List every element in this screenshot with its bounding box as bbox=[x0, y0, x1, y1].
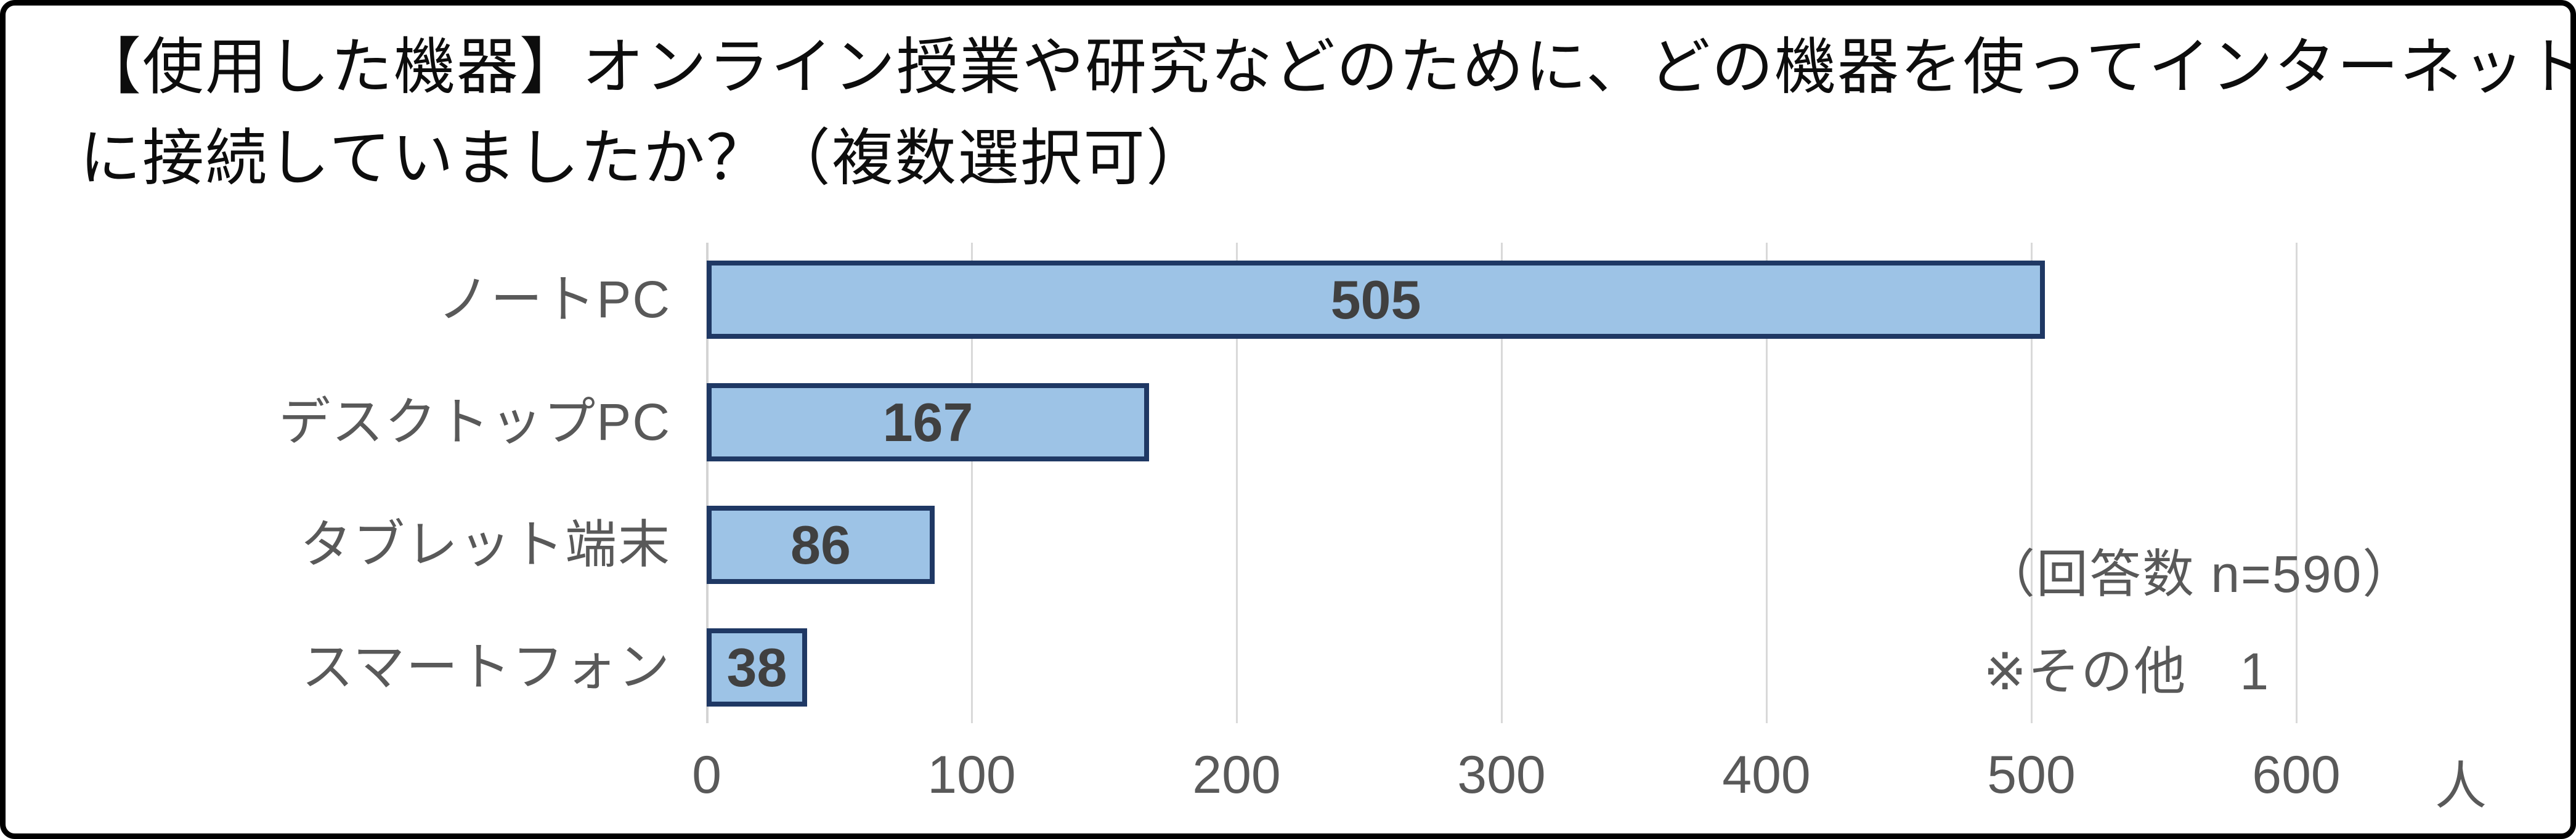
annotation-other: ※その他 1 bbox=[1983, 642, 2270, 700]
bar-3: 38 bbox=[707, 628, 807, 707]
bar-value-label-1: 167 bbox=[882, 391, 973, 453]
chart-title-line1: 【使用した機器】オンライン授業や研究などのために、どの機器を使ってインターネット bbox=[79, 33, 2576, 102]
bar-value-label-3: 38 bbox=[726, 636, 787, 698]
gridline-x500 bbox=[2030, 243, 2033, 723]
gridline-x300 bbox=[1500, 243, 1503, 723]
x-tick-label-600: 600 bbox=[2252, 745, 2341, 805]
category-label-3: スマートフォン bbox=[301, 638, 671, 696]
x-tick-label-100: 100 bbox=[927, 745, 1016, 805]
x-tick-label-400: 400 bbox=[1722, 745, 1811, 805]
x-tick-label-200: 200 bbox=[1192, 745, 1281, 805]
gridline-x600 bbox=[2295, 243, 2298, 723]
gridline-x400 bbox=[1765, 243, 1768, 723]
x-tick-label-300: 300 bbox=[1457, 745, 1546, 805]
chart-title-line2: に接続していましたか？（複数選択可） bbox=[79, 124, 1209, 193]
gridline-x100 bbox=[970, 243, 973, 723]
annotation-respondents: （回答数 n=590） bbox=[1983, 545, 2416, 603]
bar-0: 505 bbox=[707, 261, 2045, 339]
bar-value-label-2: 86 bbox=[790, 514, 851, 575]
x-tick-label-500: 500 bbox=[1987, 745, 2076, 805]
category-axis-line bbox=[705, 243, 709, 723]
bar-2: 86 bbox=[707, 506, 935, 584]
plot-area: 0 100 200 300 400 500 600 人 ノートPC 505 デスクトップPC 167 タ… bbox=[6, 6, 2570, 833]
x-axis-unit-label: 人 bbox=[2434, 757, 2487, 815]
bar-value-label-0: 505 bbox=[1330, 269, 1421, 330]
bar-1: 167 bbox=[707, 383, 1149, 461]
gridline-x200 bbox=[1235, 243, 1238, 723]
chart-title: 【使用した機器】オンライン授業や研究などのために、どの機器を使ってインターネット… bbox=[79, 22, 2576, 204]
x-tick-label-0: 0 bbox=[692, 745, 721, 805]
category-label-1: デスクトップPC bbox=[278, 393, 671, 451]
category-label-2: タブレット端末 bbox=[299, 516, 671, 574]
category-label-0: ノートPC bbox=[437, 270, 671, 328]
